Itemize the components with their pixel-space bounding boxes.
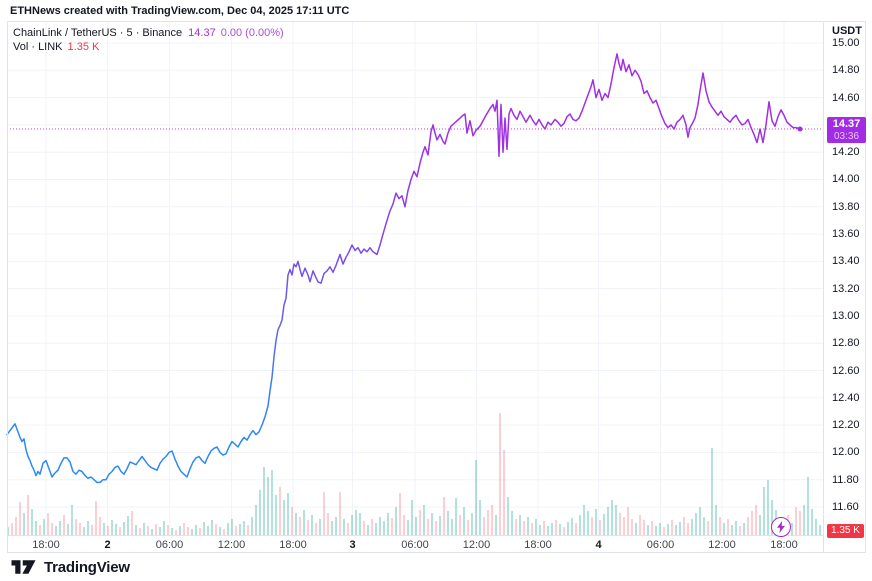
price-tick-label: 12.40 — [832, 392, 860, 404]
price-tick-label: 13.80 — [832, 201, 860, 213]
time-label: 06:00 — [401, 539, 429, 551]
lightning-bolt-icon — [777, 521, 785, 533]
volume-bars — [7, 413, 821, 535]
symbol-title[interactable]: ChainLink / TetherUS · 5 · Binance — [13, 27, 183, 39]
price-tick-label: 15.00 — [832, 37, 860, 49]
price-tick-label: 14.80 — [832, 64, 860, 76]
legend-change: 0.00 (0.00%) — [220, 27, 284, 39]
footer: TradingView — [10, 558, 130, 576]
frame-left-border — [7, 21, 8, 552]
volume-axis-badge: 1.35 K — [827, 524, 864, 538]
grid-lines — [7, 21, 823, 535]
last-price-badge: 14.37 03:36 — [827, 117, 866, 143]
time-label: 12:00 — [462, 539, 491, 551]
frame-bottom-border — [7, 552, 866, 553]
price-tick-label: 12.60 — [832, 365, 860, 377]
price-tick-label: 11.80 — [832, 474, 859, 486]
time-label: 12:00 — [708, 539, 736, 551]
chart-legend: ChainLink / TetherUS · 5 · Binance 14.37 0… — [13, 26, 284, 54]
time-label: 18:00 — [32, 539, 60, 551]
tradingview-logo-icon[interactable] — [10, 558, 37, 576]
time-label: 18:00 — [524, 539, 552, 551]
price-axis-border — [823, 21, 824, 552]
price-line-series — [6, 53, 801, 484]
time-label: 06:00 — [646, 539, 675, 551]
time-label: 18:00 — [770, 539, 798, 551]
price-tick-label: 11.60 — [832, 501, 859, 513]
price-tick-label: 12.00 — [832, 446, 860, 458]
time-label-day: 3 — [349, 539, 356, 551]
frame-right-border — [865, 21, 866, 552]
frame-top-border — [7, 21, 866, 22]
last-price-value: 14.37 — [832, 118, 861, 130]
last-price-dot — [797, 126, 803, 132]
price-axis-currency[interactable]: USDT — [832, 25, 862, 37]
price-tick-label: 13.00 — [832, 310, 860, 322]
price-tick-label: 14.60 — [832, 92, 860, 104]
time-label: 06:00 — [155, 539, 184, 551]
time-label: 12:00 — [217, 539, 246, 551]
price-tick-label: 13.60 — [832, 228, 860, 240]
time-label: 18:00 — [279, 539, 307, 551]
price-tick-label: 13.20 — [832, 283, 860, 295]
price-tick-label: 13.40 — [832, 255, 860, 267]
price-tick-label: 14.20 — [832, 146, 860, 158]
bar-countdown: 03:36 — [833, 131, 860, 142]
price-tick-label: 12.80 — [832, 337, 860, 349]
volume-indicator-label[interactable]: Vol · LINK — [13, 41, 63, 53]
price-tick-label: 12.20 — [832, 419, 860, 431]
time-axis-border — [7, 535, 823, 536]
price-tick-label: 14.00 — [832, 173, 860, 185]
legend-last-price: 14.37 — [188, 27, 216, 39]
attribution-text: ETHNews created with TradingView.com, De… — [10, 5, 350, 17]
flash-icon[interactable] — [771, 517, 791, 537]
time-label-day: 2 — [104, 539, 111, 551]
time-label-day: 4 — [595, 539, 602, 551]
volume-indicator-value: 1.35 K — [67, 41, 100, 53]
tradingview-wordmark[interactable]: TradingView — [44, 558, 130, 576]
